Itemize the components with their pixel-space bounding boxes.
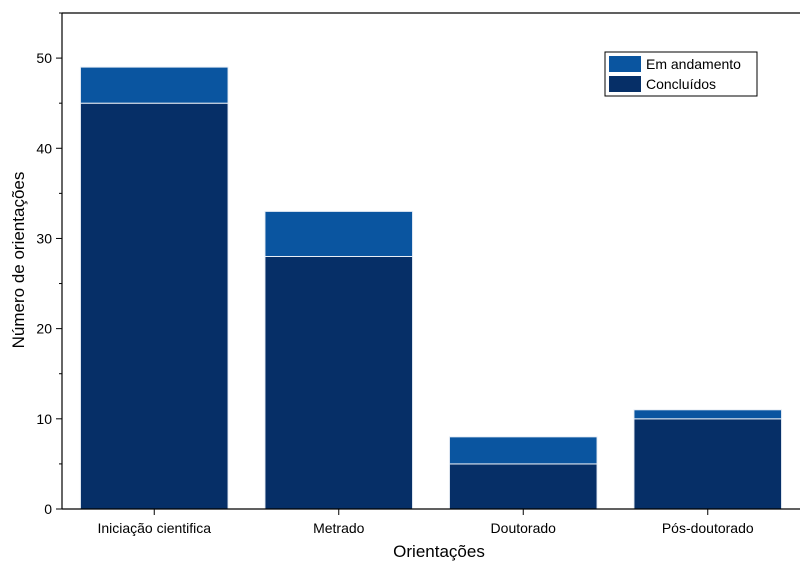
x-tick-label-pos-doutorado: Pós-doutorado xyxy=(662,520,754,536)
legend-swatch-em-andamento xyxy=(609,56,641,72)
bar-concluidos-iniciacao-cientifica xyxy=(79,102,229,510)
bar-concluidos-pos-doutorado xyxy=(633,418,783,510)
x-tick-label-metrado: Metrado xyxy=(313,520,365,536)
axes-group: 0 10 20 30 40 50 Iniciação cientifica Metrado Do… xyxy=(36,12,800,536)
y-tick-label: 50 xyxy=(36,50,52,66)
legend-label-concluidos: Concluídos xyxy=(646,76,716,92)
x-tick-label-doutorado: Doutorado xyxy=(491,520,557,536)
legend-swatch-concluidos xyxy=(609,76,641,92)
bar-em-andamento-iniciacao-cientifica xyxy=(79,66,229,104)
y-tick-label: 40 xyxy=(36,140,52,156)
legend: Em andamento Concluídos xyxy=(604,51,758,97)
y-tick-label: 20 xyxy=(36,321,52,337)
bars-group xyxy=(79,66,783,510)
bar-concluidos-doutorado xyxy=(448,463,598,510)
y-axis-title: Número de orientações xyxy=(9,172,28,349)
x-axis-title: Orientações xyxy=(393,542,485,561)
bar-em-andamento-doutorado xyxy=(448,436,598,465)
bar-em-andamento-metrado xyxy=(264,210,414,257)
y-tick-label: 0 xyxy=(44,501,52,517)
bar-concluidos-metrado xyxy=(264,255,414,510)
x-tick-label-iniciacao-cientifica: Iniciação cientifica xyxy=(97,520,211,536)
bar-em-andamento-pos-doutorado xyxy=(633,409,783,420)
y-tick-label: 10 xyxy=(36,411,52,427)
y-tick-label: 30 xyxy=(36,230,52,246)
legend-label-em-andamento: Em andamento xyxy=(646,56,741,72)
